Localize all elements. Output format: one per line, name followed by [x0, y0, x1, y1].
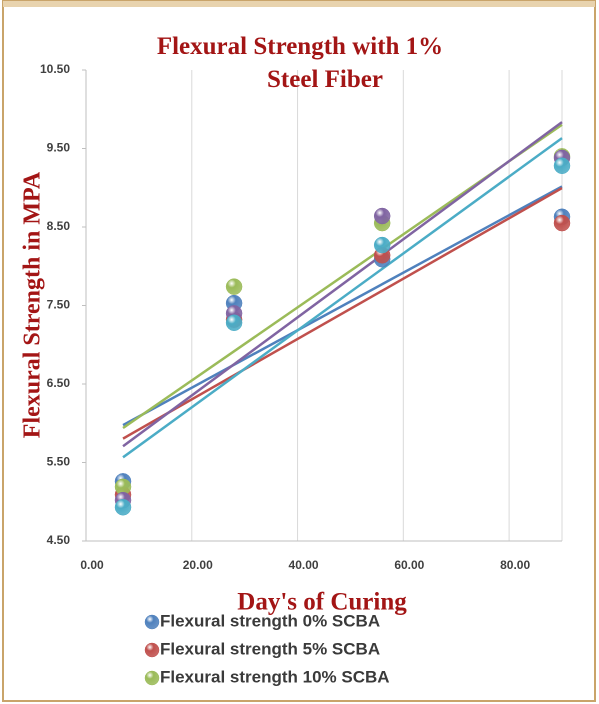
legend-label: Flexural strength 5% SCBA	[160, 639, 380, 658]
legend-marker	[144, 642, 160, 658]
x-tick-label: 0.00	[80, 558, 104, 572]
y-tick-label: 5.50	[47, 455, 71, 469]
trendline	[122, 185, 563, 427]
y-tick-label: 10.50	[40, 62, 70, 76]
trendline	[122, 121, 563, 448]
x-tick-label: 80.00	[500, 558, 530, 572]
x-axis-title: Day's of Curing	[237, 589, 407, 616]
y-axis-title: Flexural Strength in MPA	[20, 171, 46, 438]
frame-top	[3, 1, 595, 7]
y-tick-label: 6.50	[47, 376, 71, 390]
point	[373, 236, 391, 254]
x-tick-label: 60.00	[394, 558, 424, 572]
title-line: Steel Fiber	[267, 66, 383, 93]
point	[225, 278, 243, 295]
point	[553, 214, 571, 232]
legend-marker	[144, 614, 160, 630]
chart-title: Flexural Strength with 1% Steel Fiber	[157, 33, 443, 93]
trendline	[122, 186, 563, 440]
x-tick-label: 40.00	[289, 558, 319, 572]
title-line: Flexural Strength with 1%	[157, 33, 443, 60]
y-tick-label: 9.50	[47, 141, 71, 155]
y-tick-label: 7.50	[47, 298, 71, 312]
legend-label: Flexural strength 0% SCBA	[160, 611, 380, 630]
x-tick-label: 20.00	[183, 558, 213, 572]
y-tick-label: 4.50	[47, 533, 71, 547]
legend-marker	[144, 670, 160, 686]
point	[553, 157, 571, 175]
point	[373, 207, 391, 225]
point	[114, 498, 132, 516]
point	[225, 314, 243, 332]
y-tick-label: 8.50	[47, 219, 71, 233]
trendline	[122, 137, 563, 459]
legend-label: Flexural strength 10% SCBA	[160, 667, 390, 686]
